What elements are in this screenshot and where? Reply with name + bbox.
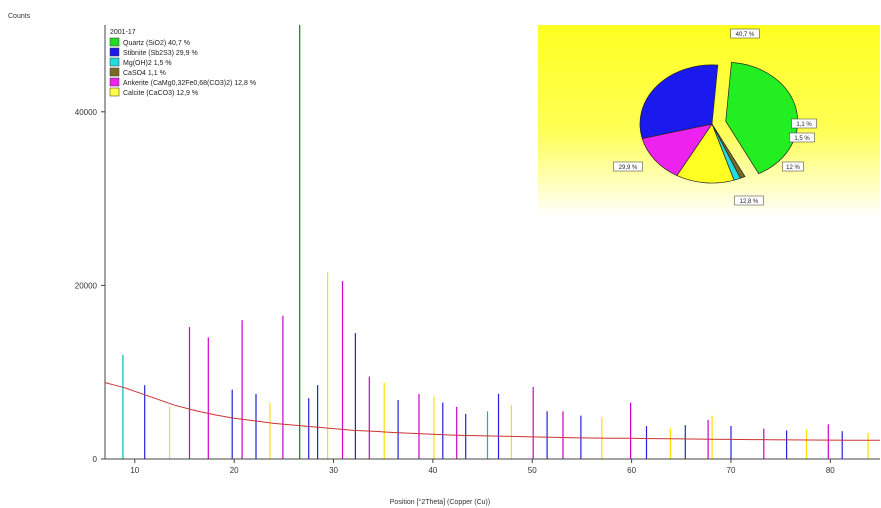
legend-label: CaSO4 1,1 %	[123, 70, 166, 77]
x-tick-label: 60	[627, 466, 636, 475]
pie-slice	[639, 64, 719, 139]
x-tick-label: 30	[329, 466, 338, 475]
x-tick-label: 80	[826, 466, 835, 475]
pie-label-box	[734, 195, 764, 206]
pie-label-box	[789, 132, 815, 143]
legend-swatch	[109, 47, 120, 57]
pie-slice	[641, 123, 713, 177]
legend-swatch	[109, 67, 120, 77]
legend-swatch	[109, 57, 120, 67]
pie-label-box	[730, 28, 760, 39]
pie-label: 12,8 %	[740, 199, 759, 205]
legend-label: Ankerite (CaMg0,32Fe0,68(CO3)2) 12,8 %	[123, 80, 256, 87]
pie-label: 40,7 %	[736, 32, 755, 38]
background-series-line	[104, 382, 880, 441]
x-axis-title: Position [°2Theta] (Copper (Cu))	[390, 498, 490, 506]
legend-label: Stibnite (Sb2S3) 29,9 %	[123, 50, 198, 57]
legend-label: Calcite (CaCO3) 12,9 %	[123, 90, 198, 97]
y-tick-label: 0	[93, 455, 98, 464]
legend-swatch	[109, 77, 120, 87]
legend-header: 2001-17	[110, 29, 136, 36]
y-tick-label: 20000	[75, 281, 98, 290]
legend-label: Quartz (SiO2) 40,7 %	[123, 40, 190, 47]
inset-pie: 40,7 % 1,1 % 1,5 % 12 % 12,8 % 29,9 %	[613, 28, 817, 206]
pie-label: 1,5 %	[794, 136, 810, 142]
pie-label: 12 %	[786, 165, 800, 171]
legend: 2001-17 Quartz (SiO2) 40,7 % Stibnite (Sb…	[109, 29, 256, 97]
y-tick-label: 40000	[75, 108, 98, 117]
pie-label-box	[782, 161, 804, 172]
peak-sticks	[122, 25, 869, 459]
pie-label: 1,1 %	[796, 122, 812, 128]
x-tick-label: 70	[727, 466, 736, 475]
y-axis-title: Counts	[8, 13, 31, 20]
x-tick-label: 20	[230, 466, 239, 475]
legend-swatch	[109, 87, 120, 97]
x-tick-label: 10	[130, 466, 139, 475]
pie-label-box	[613, 161, 643, 172]
pie-label-box	[791, 118, 817, 129]
x-tick-label: 50	[528, 466, 537, 475]
pie-slice	[725, 62, 798, 175]
legend-label: Mg(OH)2 1,5 %	[123, 60, 172, 67]
pie-label: 29,9 %	[619, 165, 638, 171]
pie-slice	[676, 123, 735, 184]
x-tick-label: 40	[428, 466, 437, 475]
legend-swatch	[109, 37, 120, 47]
